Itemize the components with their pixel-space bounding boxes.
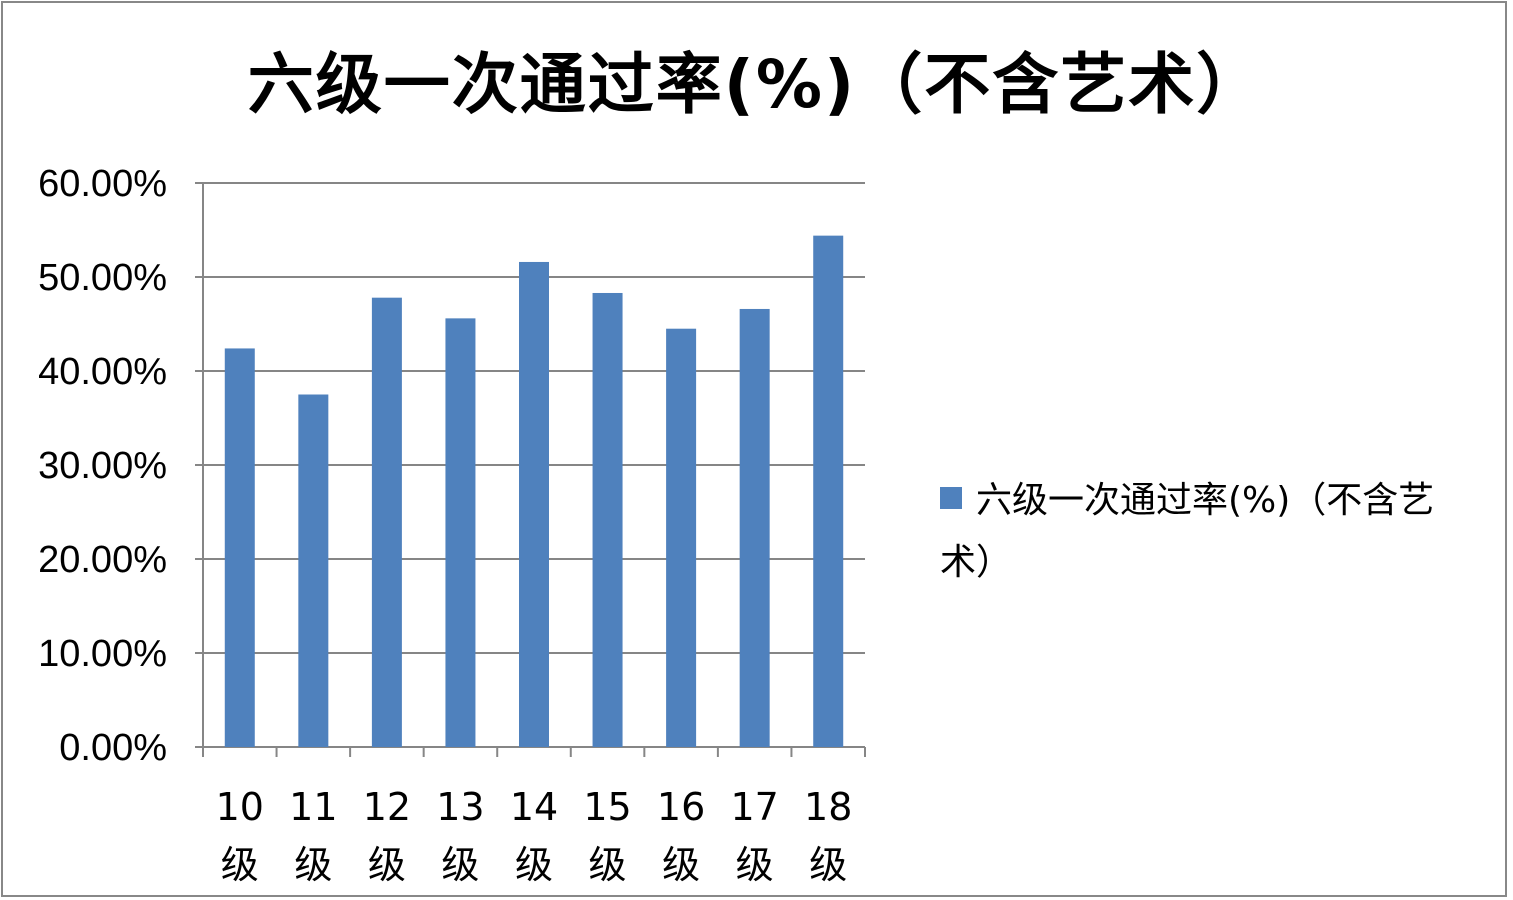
y-tick-label: 0.00% [59,727,167,769]
y-tick-label: 40.00% [38,351,167,393]
y-tick-label: 10.00% [38,633,167,675]
bar [224,348,255,747]
bar [371,297,402,747]
x-category-label: 13 级 [436,785,484,887]
legend: 六级一次通过率(%)（不含艺术） [940,470,1460,594]
y-tick-label: 60.00% [38,163,167,205]
x-category-label: 14 级 [510,785,558,887]
bar [592,292,623,747]
bar [519,261,549,747]
bar [666,328,697,747]
y-tick-label: 30.00% [38,445,167,487]
legend-label: 六级一次通过率(%)（不含艺术） [940,480,1435,583]
x-category-label: 12 级 [363,785,411,887]
chart-title: 六级一次通过率(%)（不含艺术） [247,46,1265,123]
y-tick-label: 20.00% [38,539,167,581]
bar [739,308,770,747]
y-tick-label: 50.00% [38,257,167,299]
bar [445,318,476,747]
legend-swatch [940,487,962,509]
x-category-label: 16 级 [657,785,705,887]
x-category-label: 18 级 [804,785,852,887]
x-category-label: 17 级 [730,785,778,887]
bar [813,235,844,747]
x-category-label: 11 级 [289,785,337,887]
x-category-label: 10 级 [216,785,264,887]
x-category-label: 15 级 [583,785,631,887]
bar [298,394,329,747]
